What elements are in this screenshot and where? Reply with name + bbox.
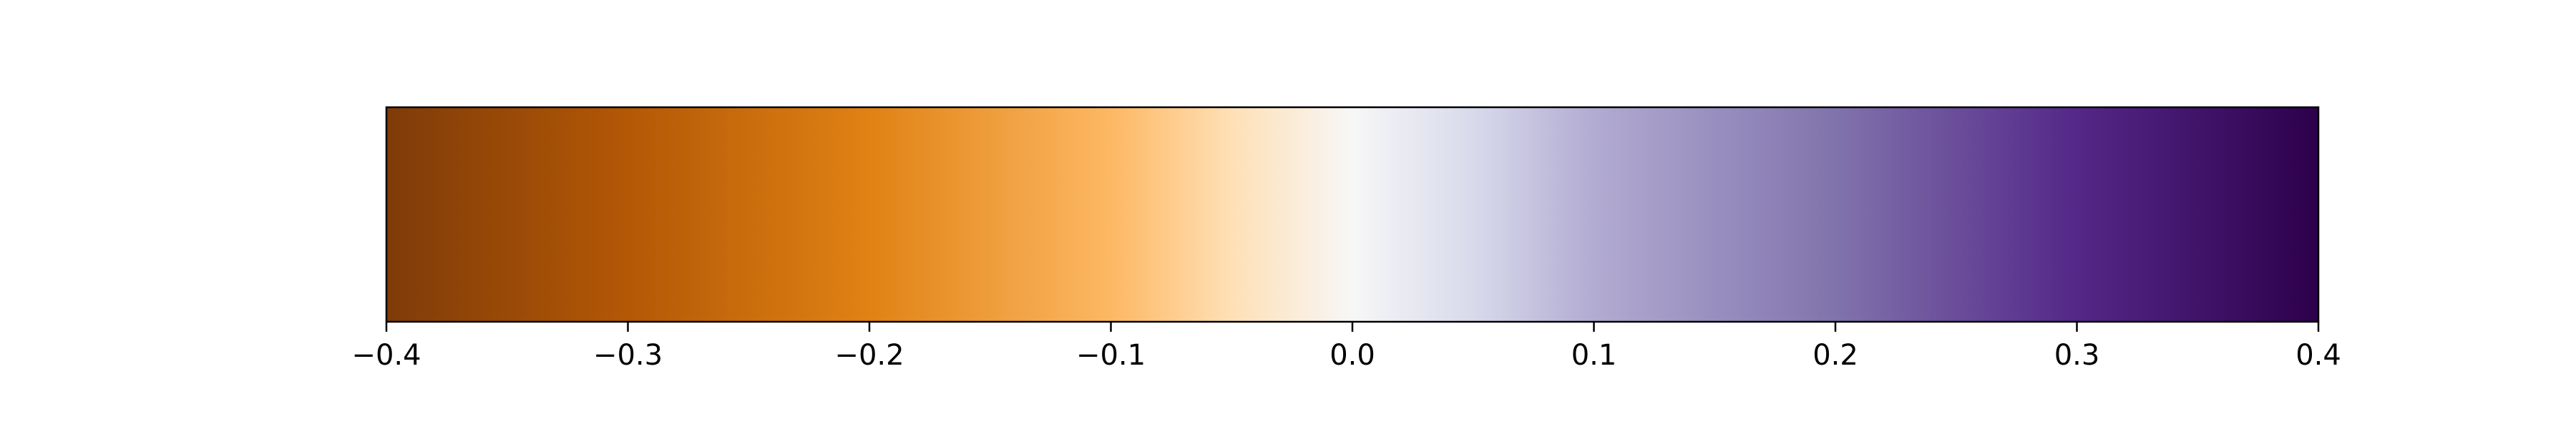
- tick-label: 0.0: [1330, 339, 1375, 372]
- tick-label: 0.3: [2054, 339, 2100, 372]
- colorbar-gradient-fill: [386, 107, 2318, 322]
- tick-label: −0.1: [1076, 339, 1146, 372]
- tick-label: −0.3: [593, 339, 663, 372]
- tick-label: 0.1: [1571, 339, 1617, 372]
- tick-label: 0.2: [1813, 339, 1858, 372]
- tick-label: −0.2: [834, 339, 904, 372]
- tick-label: −0.4: [351, 339, 421, 372]
- tick-label: 0.4: [2296, 339, 2341, 372]
- colorbar-ticks: −0.4 −0.3 −0.2 −0.1 0.0 0.1 0.2 0.3 0.4: [351, 322, 2341, 372]
